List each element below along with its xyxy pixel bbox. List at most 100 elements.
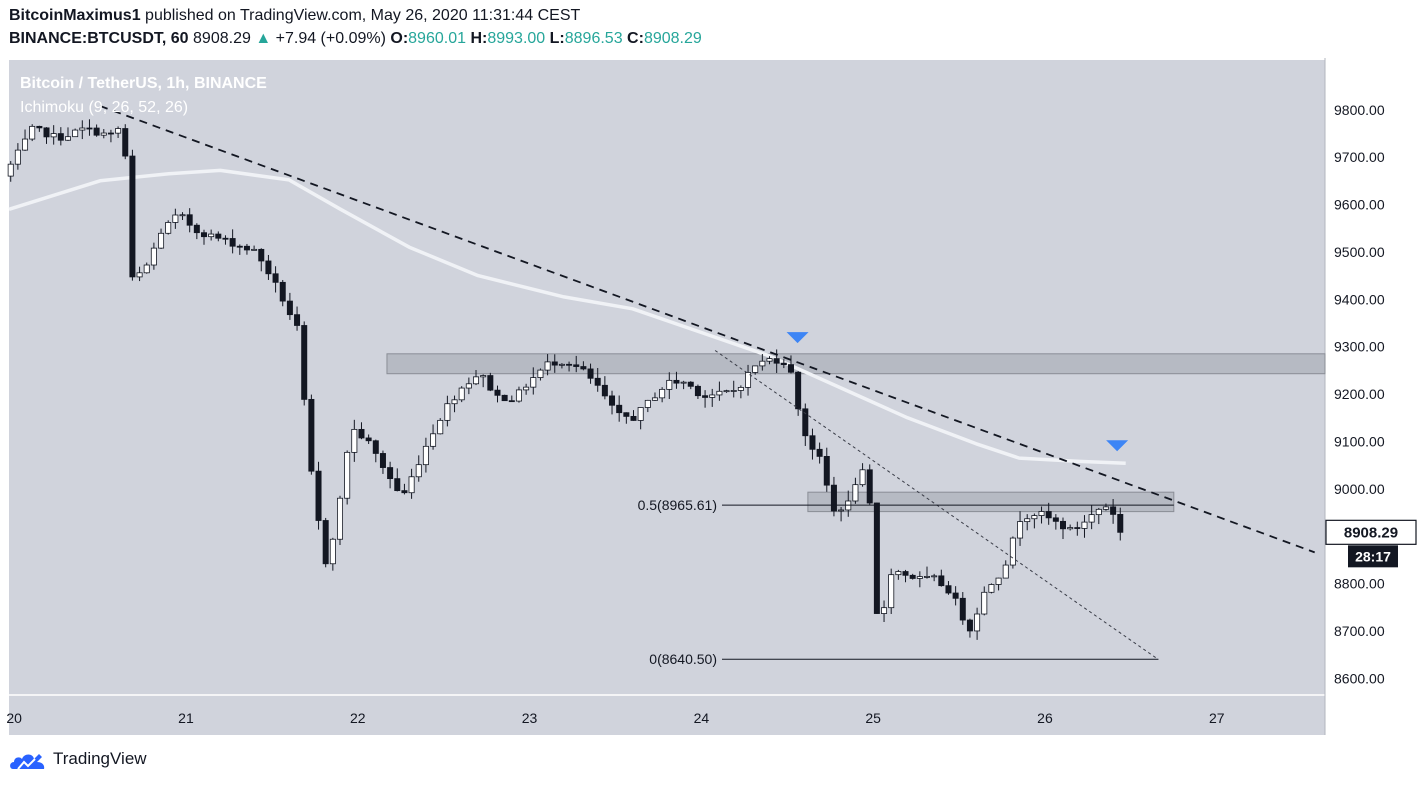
- price-tick-label: 9500.00: [1334, 244, 1385, 260]
- candle-up: [480, 375, 487, 378]
- candle-up: [72, 129, 79, 138]
- candle-down: [773, 358, 780, 364]
- candle-up: [1088, 514, 1095, 523]
- candle-up: [651, 397, 658, 401]
- chart-title: Bitcoin / TetherUS, 1h, BINANCE: [20, 75, 267, 92]
- candle-up: [523, 386, 530, 391]
- time-tick-label: 22: [350, 710, 366, 726]
- candle-up: [50, 133, 57, 138]
- low-label: L:: [549, 30, 565, 47]
- candle-up: [1067, 527, 1074, 530]
- candle-up: [251, 248, 258, 251]
- candle-down: [301, 325, 308, 400]
- candle-up: [444, 403, 451, 421]
- candle-up: [7, 163, 14, 177]
- candle-up: [916, 576, 923, 579]
- candle-up: [1102, 506, 1109, 510]
- candle-up: [422, 445, 429, 466]
- candle-down: [573, 364, 580, 367]
- candle-down: [938, 575, 945, 587]
- candle-up: [344, 451, 351, 499]
- candle-up: [544, 361, 551, 371]
- plot-area: [9, 60, 1325, 695]
- candle-down: [107, 132, 114, 135]
- candle-up: [29, 125, 36, 140]
- price-chart[interactable]: 0.5(8965.61) 0(8640.50) 9800.00 9700.00 9600…: [0, 58, 1417, 738]
- candle-up: [1017, 521, 1024, 539]
- last-price-label: 8908.29: [1344, 524, 1398, 541]
- candle-down: [200, 232, 207, 238]
- candle-down: [702, 395, 709, 398]
- indicator-label: Ichimoku (9, 26, 52, 26): [20, 99, 188, 116]
- descending-trendline: [99, 105, 1316, 554]
- candle-up: [838, 509, 845, 512]
- candle-up: [644, 399, 651, 408]
- candle-down: [959, 597, 966, 621]
- time-tick-label: 27: [1209, 710, 1225, 726]
- candle-down: [258, 248, 265, 262]
- candle-down: [487, 375, 494, 391]
- candle-down: [694, 385, 701, 397]
- countdown-label: 28:17: [1355, 548, 1391, 564]
- candle-up: [995, 577, 1002, 585]
- time-tick-label: 25: [865, 710, 881, 726]
- candle-up: [115, 128, 122, 134]
- candle-down: [93, 127, 100, 136]
- candle-up: [1081, 521, 1088, 529]
- candle-up: [752, 365, 759, 373]
- open-label: O:: [390, 30, 409, 47]
- candle-down: [1110, 506, 1117, 515]
- candle-up: [716, 390, 723, 396]
- candle-down: [687, 381, 694, 387]
- time-tick-label: 23: [522, 710, 538, 726]
- time-tick-label: 21: [178, 710, 194, 726]
- candle-down: [387, 467, 394, 480]
- marker-down-triangle-icon: [1106, 440, 1129, 452]
- candle-up: [895, 571, 902, 576]
- candle-up: [759, 360, 766, 367]
- candle-down: [1045, 511, 1052, 519]
- candle-down: [494, 389, 501, 396]
- candle-up: [473, 376, 480, 385]
- candle-down: [566, 363, 573, 366]
- candle-down: [358, 428, 365, 439]
- candle-up: [408, 476, 415, 494]
- candle-down: [1052, 517, 1059, 522]
- candle-up: [100, 132, 107, 136]
- candle-down: [966, 619, 973, 632]
- candle-up: [329, 538, 336, 565]
- candle-up: [859, 469, 866, 486]
- candle-up: [1009, 537, 1016, 566]
- candle-down: [945, 585, 952, 594]
- candle-up: [852, 484, 859, 502]
- candle-down: [229, 238, 236, 247]
- candle-down: [780, 362, 787, 366]
- candle-down: [365, 437, 372, 442]
- candle-down: [952, 592, 959, 599]
- candle-up: [351, 428, 358, 453]
- candle-down: [787, 364, 794, 373]
- close-value: 8908.29: [643, 30, 702, 47]
- price-tick-label: 8700.00: [1334, 623, 1385, 639]
- candle-down: [1074, 527, 1081, 529]
- candle-up: [558, 363, 565, 366]
- candle-up: [680, 381, 687, 384]
- candle-up: [172, 214, 179, 223]
- candle-up: [1024, 518, 1031, 523]
- candle-up: [22, 138, 29, 151]
- price-axis-bg: [1325, 58, 1417, 735]
- candle-up: [1095, 508, 1102, 516]
- candle-down: [609, 395, 616, 406]
- candle-down: [401, 490, 408, 494]
- candle-up: [659, 388, 666, 399]
- candle-up: [430, 433, 437, 447]
- candle-up: [730, 390, 737, 392]
- open-value: 8960.01: [408, 30, 466, 47]
- candle-down: [816, 448, 823, 457]
- candle-up: [136, 272, 143, 278]
- candle-up: [437, 419, 444, 435]
- candle-down: [193, 224, 200, 234]
- candle-up: [1038, 511, 1045, 516]
- symbol-label: BINANCE:BTCUSDT, 60: [9, 30, 189, 47]
- high-value: 8993.00: [487, 30, 546, 47]
